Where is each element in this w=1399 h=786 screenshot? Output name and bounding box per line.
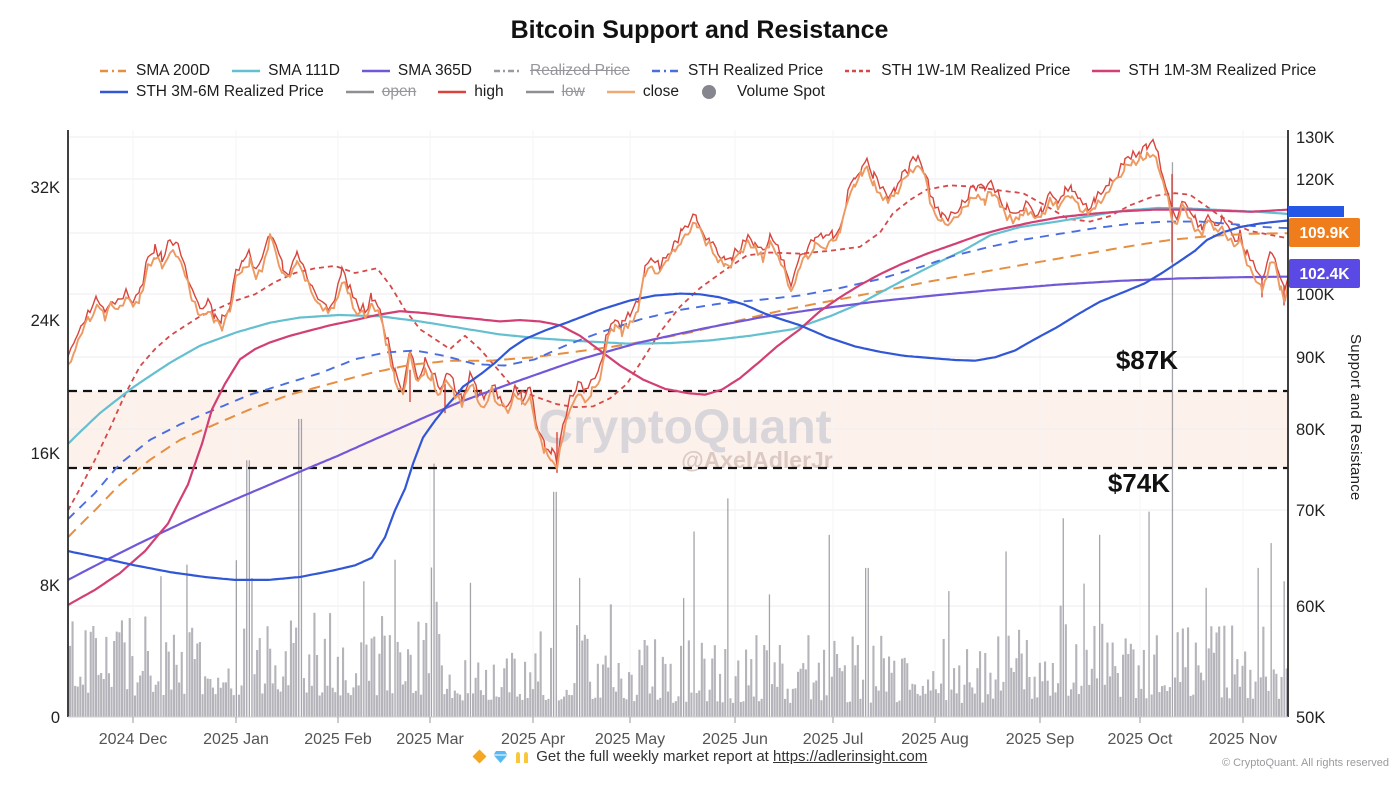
support-level-label: $74K <box>1107 468 1170 498</box>
legend-item-sma-111d[interactable]: SMA 111D <box>231 62 340 80</box>
right-axis-tick-label: 120K <box>1296 171 1335 189</box>
x-tick-label: 2025 Jul <box>803 731 864 748</box>
watermark-brand: CryptoQuant <box>538 401 831 454</box>
x-tick-label: 2025 Aug <box>901 731 969 748</box>
x-tick-label: 2025 Apr <box>501 731 566 748</box>
right-axis-tick-label: 130K <box>1296 129 1335 147</box>
legend-row-1: SMA 200D SMA 111D SMA 365D Realized Price ST… <box>99 62 1316 80</box>
sth-3m-6m-value-strip <box>1288 206 1344 217</box>
legend-item-sth-1m-3m-realized-price[interactable]: STH 1M-3M Realized Price <box>1091 62 1316 80</box>
legend-item-label: STH 1W-1M Realized Price <box>881 62 1071 79</box>
series-sth-3m-6m-realized-price <box>67 219 1289 581</box>
left-axis-tick-label: 8K <box>40 577 60 595</box>
legend-item-label: SMA 365D <box>397 62 473 79</box>
legend-item-label: STH Realized Price <box>687 62 824 79</box>
series-sma-200d <box>67 232 1288 538</box>
x-tick-label: 2025 May <box>595 731 665 748</box>
right-axis-tick-label: 80K <box>1296 421 1325 439</box>
series-high <box>67 138 1289 466</box>
legend-item-low[interactable]: low <box>525 83 585 101</box>
x-tick-label: 2025 Jun <box>702 731 768 748</box>
x-tick-label: 2024 Dec <box>99 731 168 748</box>
legend-item-label: open <box>381 83 417 100</box>
legend-item-sth-1w-1m-realized-price[interactable]: STH 1W-1M Realized Price <box>844 62 1070 80</box>
right-axis-tick-label: 50K <box>1296 709 1325 727</box>
x-tick-label: 2025 Mar <box>396 731 464 748</box>
series-line-marker-icon <box>606 90 635 94</box>
right-axis-tick-label: 60K <box>1296 598 1325 616</box>
series-line-marker-icon <box>361 69 390 73</box>
left-axis-tick-label: 24K <box>31 312 60 330</box>
series-line-marker-icon <box>845 69 874 73</box>
volume-spot-marker-icon <box>702 85 717 99</box>
legend-item-label: high <box>474 83 504 100</box>
price-badge-sma365 <box>1289 259 1360 288</box>
series-sma-365d <box>67 275 1289 581</box>
series-sth-realized-price <box>67 220 1289 520</box>
legend-item-sth-3m-6m-realized-price[interactable]: STH 3M-6M Realized Price <box>99 83 324 101</box>
legend-item-label: STH 3M-6M Realized Price <box>136 83 324 100</box>
x-tick-label: 2025 Jan <box>203 731 269 748</box>
legend-item-label: Volume Spot <box>737 83 825 100</box>
series-line-marker-icon <box>438 90 467 94</box>
x-tick-label: 2025 Feb <box>304 731 372 748</box>
volume-bars <box>69 162 1288 718</box>
series-line-marker-icon <box>345 90 374 94</box>
legend-item-label: STH 1M-3M Realized Price <box>1128 62 1317 79</box>
legend-item-label: low <box>561 83 585 100</box>
series-sma-111d <box>67 206 1289 445</box>
series-line-marker-icon <box>651 69 680 73</box>
gem-icon <box>493 749 508 768</box>
legend-item-sma-200d[interactable]: SMA 200D <box>99 62 210 80</box>
orange-diamond-icon <box>472 749 487 768</box>
legend-item-label: SMA 200D <box>136 62 211 79</box>
series-close <box>67 151 1289 470</box>
legend-item-label: SMA 111D <box>268 62 340 79</box>
resistance-level-label: $87K <box>1115 345 1178 375</box>
series-line-marker-icon <box>100 69 128 73</box>
series-sth-1m-3m-realized-price <box>67 208 1289 606</box>
raising-hands-icon <box>514 749 530 768</box>
x-tick-label: 2025 Sep <box>1006 731 1075 748</box>
legend-item-high[interactable]: high <box>437 83 504 101</box>
x-tick-label: 2025 Oct <box>1108 731 1173 748</box>
page-title: Bitcoin Support and Resistance <box>510 16 889 44</box>
series-line-marker-icon <box>1092 69 1121 73</box>
x-tick-label: 2025 Nov <box>1209 731 1278 748</box>
series-line-marker-icon <box>494 69 523 73</box>
right-axis-title: Support and Resistance <box>1347 334 1364 501</box>
legend-item-realized-price[interactable]: Realized Price <box>493 62 630 80</box>
left-axis-tick-label: 0 <box>51 709 60 727</box>
legend-row-2: STH 3M-6M Realized Price open high low close… <box>99 83 1316 101</box>
legend-item-sth-realized-price[interactable]: STH Realized Price <box>651 62 823 80</box>
footer: Get the full weekly market report at htt… <box>0 748 1399 768</box>
legend-item-label: close <box>642 83 680 100</box>
legend: SMA 200D SMA 111D SMA 365D Realized Price ST… <box>99 62 1316 101</box>
series-line-marker-icon <box>525 90 554 94</box>
copyright-note: © CryptoQuant. All rights reserved <box>1221 757 1389 769</box>
legend-item-close[interactable]: close <box>606 83 679 101</box>
right-axis-tick-label: 90K <box>1296 349 1325 367</box>
right-axis-tick-label: 70K <box>1296 502 1325 520</box>
legend-item-sma-365d[interactable]: SMA 365D <box>361 62 472 80</box>
left-axis-tick-label: 32K <box>31 179 60 197</box>
legend-item-open[interactable]: open <box>345 83 416 101</box>
legend-item-label: Realized Price <box>530 62 630 79</box>
footer-link[interactable]: https://adlerinsight.com <box>773 748 928 765</box>
series-line-marker-icon <box>100 90 128 94</box>
legend-item-volume-spot[interactable]: Volume Spot <box>700 83 825 101</box>
right-axis-tick-label: 100K <box>1296 286 1335 304</box>
price-badge-label: 102.4K <box>1300 266 1351 283</box>
price-badge-label: 109.9K <box>1300 225 1351 242</box>
left-axis-tick-label: 16K <box>31 445 60 463</box>
footer-text: Get the full weekly market report at <box>536 748 769 765</box>
price-badge-sma200 <box>1289 218 1360 247</box>
series-line-marker-icon <box>232 69 261 73</box>
